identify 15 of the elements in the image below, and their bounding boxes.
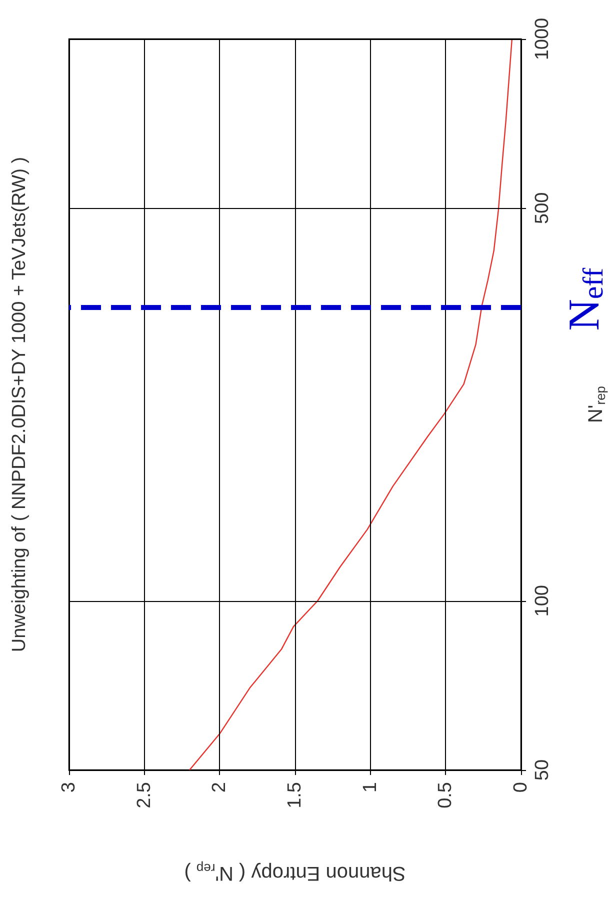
x-tick-label: 0 [510, 782, 532, 793]
y-tick-label: 1000 [532, 18, 553, 60]
x-tick-label: 3 [58, 782, 80, 793]
y-tick-label: 50 [532, 759, 553, 781]
x-axis-title: Shannon Entropy ( N'rep ) [184, 861, 406, 884]
x-tick-label: 1 [360, 782, 381, 793]
ref-line-label: Neff [560, 267, 610, 331]
y-tick-label: 500 [532, 192, 553, 224]
y-axis-title: N'rep [585, 386, 608, 424]
text: Unweighting of ( NNPDF2.0DIS+DY 1000 + TeVJets(RW) ) [9, 156, 30, 652]
x-tick-label: 2 [209, 782, 230, 793]
x-tick-label: 2.5 [134, 782, 155, 808]
x-tick-label: 1.5 [284, 782, 306, 808]
x-tick-label: 0.5 [435, 782, 456, 808]
y-tick-label: 100 [532, 585, 553, 617]
